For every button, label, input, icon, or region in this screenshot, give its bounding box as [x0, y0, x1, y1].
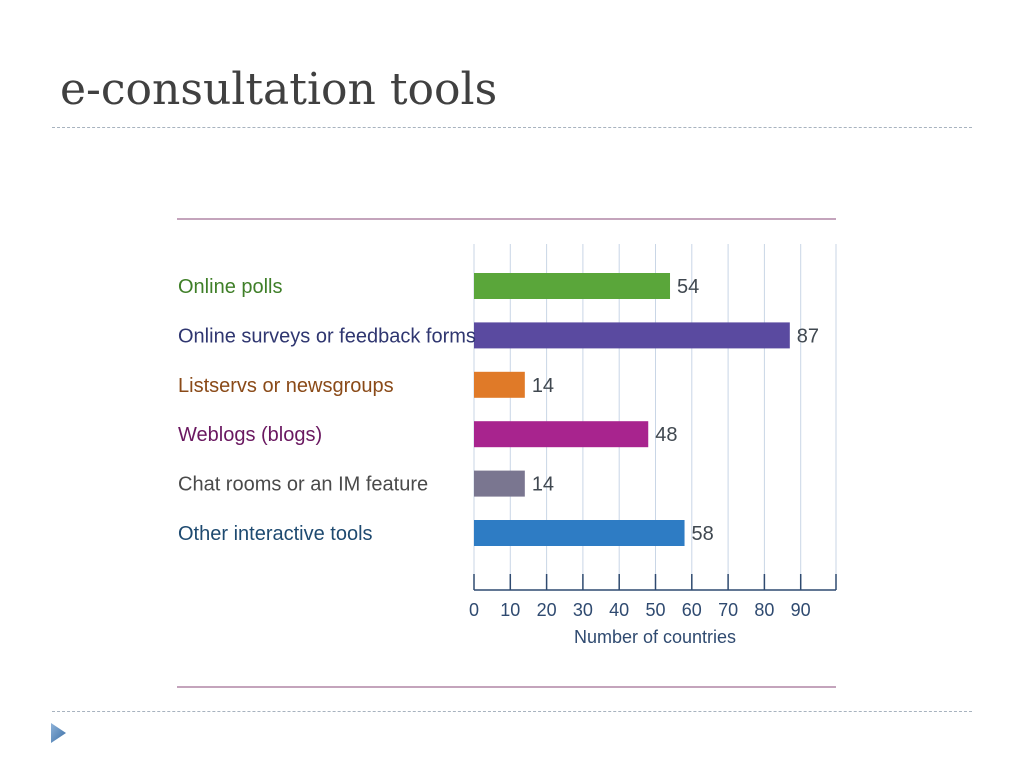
x-tick-label: 50 — [645, 600, 665, 620]
bar — [474, 371, 525, 398]
category-label: Online polls — [178, 276, 283, 298]
data-label: 14 — [532, 375, 554, 397]
category-label: Chat rooms or an IM feature — [178, 474, 428, 496]
bar — [474, 520, 685, 546]
data-label: 14 — [532, 474, 554, 496]
data-label: 48 — [655, 424, 677, 446]
category-labels: Online polls Online surveys or feedback f… — [178, 276, 476, 545]
bar — [474, 421, 649, 448]
bars: 54 87 14 48 14 58 — [474, 273, 819, 546]
category-label: Online surveys or feedback forms — [178, 325, 476, 347]
x-tick-label: 40 — [609, 600, 629, 620]
x-tick-label: 80 — [754, 600, 774, 620]
data-label: 54 — [677, 276, 699, 298]
bar — [474, 273, 671, 299]
footer-divider — [52, 711, 972, 712]
x-tick-label: 0 — [469, 600, 479, 620]
x-tick-label: 90 — [791, 600, 811, 620]
category-label: Other interactive tools — [178, 523, 373, 545]
x-tick-label: 60 — [682, 600, 702, 620]
x-tick-label: 20 — [537, 600, 557, 620]
slide-title: e-consultation tools — [60, 64, 498, 115]
x-tick-label: 10 — [500, 600, 520, 620]
title-divider — [52, 127, 972, 128]
play-arrow-icon[interactable] — [48, 721, 68, 745]
x-tick-label: 70 — [718, 600, 738, 620]
bar — [474, 470, 525, 497]
bar — [474, 322, 790, 349]
category-label: Listservs or newsgroups — [178, 375, 394, 397]
category-label: Weblogs (blogs) — [178, 424, 322, 446]
data-label: 58 — [692, 523, 714, 545]
x-tick-label: 30 — [573, 600, 593, 620]
x-axis-label: Number of countries — [574, 627, 736, 647]
data-label: 87 — [797, 325, 819, 347]
x-axis: 0 10 20 30 40 50 60 70 80 90 — [469, 574, 837, 620]
